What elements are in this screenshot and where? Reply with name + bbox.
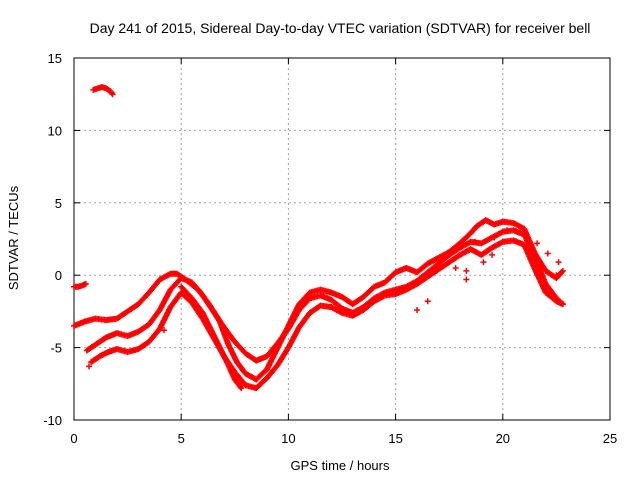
gridlines	[74, 58, 610, 420]
data-point	[463, 276, 470, 283]
data-point	[544, 250, 551, 257]
y-tick-label: 15	[48, 51, 62, 66]
data-point	[504, 227, 511, 234]
data-point	[534, 240, 541, 247]
data-point	[109, 91, 116, 98]
x-tick-label: 0	[70, 431, 77, 446]
y-tick-label: -10	[43, 413, 62, 428]
data-point	[553, 272, 560, 279]
axis-ticks: 0 5 10 15 20 25 -10 -5 0 5 10 15	[43, 51, 617, 446]
x-tick-label: 20	[496, 431, 510, 446]
x-tick-label: 10	[281, 431, 295, 446]
y-tick-label: -5	[50, 341, 62, 356]
data-point	[559, 301, 566, 308]
y-axis-label: SDTVAR / TECUs	[6, 185, 21, 290]
data-point	[452, 264, 459, 271]
data-point	[238, 385, 245, 392]
data-point	[480, 259, 487, 266]
data-point	[559, 267, 566, 274]
data-point	[161, 327, 168, 334]
data-point	[82, 280, 89, 287]
x-tick-label: 15	[388, 431, 402, 446]
chart-title: Day 241 of 2015, Sidereal Day-to-day VTE…	[90, 20, 591, 36]
data-point	[414, 306, 421, 313]
x-tick-label: 5	[178, 431, 185, 446]
data-point	[555, 259, 562, 266]
data-point	[424, 298, 431, 305]
data-point	[471, 238, 478, 245]
data-point	[86, 363, 93, 370]
data-point	[237, 383, 244, 390]
data-point	[489, 251, 496, 258]
y-tick-label: 10	[48, 123, 62, 138]
x-axis-label: GPS time / hours	[291, 458, 390, 473]
data-points	[71, 83, 566, 392]
plot-frame	[73, 57, 611, 421]
y-tick-label: 0	[55, 268, 62, 283]
data-point	[491, 234, 498, 241]
data-point	[558, 268, 565, 275]
x-tick-label: 25	[603, 431, 617, 446]
y-tick-label: 5	[55, 196, 62, 211]
data-point	[463, 267, 470, 274]
